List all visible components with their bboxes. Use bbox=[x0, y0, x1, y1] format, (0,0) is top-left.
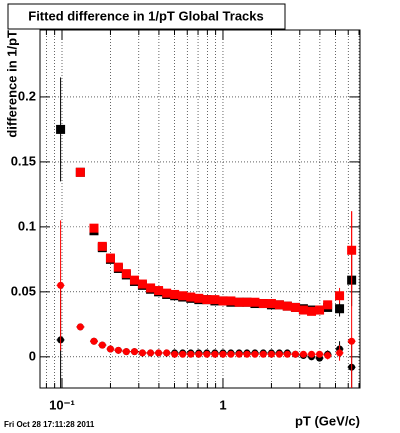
marker bbox=[179, 350, 187, 358]
marker bbox=[234, 297, 244, 307]
marker bbox=[335, 291, 345, 301]
title-box bbox=[7, 3, 286, 30]
marker bbox=[89, 223, 99, 233]
marker bbox=[75, 167, 85, 177]
marker bbox=[171, 350, 179, 358]
marker bbox=[186, 292, 196, 302]
marker bbox=[195, 350, 203, 358]
y-tick-label: 0.2 bbox=[18, 88, 36, 103]
plot-frame bbox=[39, 29, 361, 389]
x-tick-label: 1 bbox=[219, 397, 226, 412]
marker bbox=[219, 350, 227, 358]
marker bbox=[259, 350, 267, 358]
marker bbox=[250, 297, 260, 307]
marker bbox=[218, 296, 228, 306]
marker bbox=[282, 301, 292, 311]
marker bbox=[316, 350, 324, 358]
marker bbox=[226, 296, 236, 306]
marker bbox=[283, 350, 291, 358]
marker bbox=[154, 286, 164, 296]
marker bbox=[348, 337, 356, 345]
marker bbox=[97, 241, 107, 251]
marker bbox=[76, 323, 84, 331]
marker bbox=[202, 295, 212, 305]
marker bbox=[290, 302, 300, 312]
marker bbox=[163, 349, 171, 357]
marker bbox=[308, 350, 316, 358]
y-tick-label: 0.15 bbox=[11, 153, 36, 168]
marker bbox=[266, 299, 276, 309]
marker bbox=[138, 349, 146, 357]
marker bbox=[243, 350, 251, 358]
marker bbox=[122, 348, 130, 356]
marker bbox=[324, 352, 332, 360]
marker bbox=[251, 350, 259, 358]
marker bbox=[121, 269, 131, 279]
marker bbox=[147, 349, 155, 357]
marker bbox=[274, 300, 284, 310]
marker bbox=[90, 337, 98, 345]
y-axis-label: difference in 1/pT bbox=[4, 30, 19, 138]
marker bbox=[130, 348, 138, 356]
marker bbox=[227, 350, 235, 358]
marker bbox=[56, 124, 66, 134]
marker bbox=[335, 304, 345, 314]
x-tick-label: 10⁻¹ bbox=[49, 397, 75, 412]
marker bbox=[235, 350, 243, 358]
marker bbox=[315, 305, 325, 315]
marker bbox=[178, 291, 188, 301]
marker bbox=[211, 350, 219, 358]
y-tick-label: 0.05 bbox=[11, 283, 36, 298]
marker bbox=[146, 283, 156, 293]
marker bbox=[113, 262, 123, 272]
y-tick-label: 0.1 bbox=[18, 218, 36, 233]
marker bbox=[57, 281, 65, 289]
marker bbox=[291, 350, 299, 358]
timestamp: Fri Oct 28 17:11:28 2011 bbox=[4, 420, 95, 429]
chart-title: Fitted difference in 1/pT Global Tracks bbox=[28, 8, 264, 23]
x-axis-label: pT (GeV/c) bbox=[295, 413, 360, 428]
marker bbox=[336, 349, 344, 357]
marker bbox=[203, 350, 211, 358]
marker bbox=[155, 349, 163, 357]
marker bbox=[267, 350, 275, 358]
marker bbox=[210, 295, 220, 305]
marker bbox=[298, 305, 308, 315]
marker bbox=[194, 293, 204, 303]
marker bbox=[258, 299, 268, 309]
marker bbox=[170, 289, 180, 299]
marker bbox=[307, 306, 317, 316]
marker bbox=[105, 253, 115, 263]
marker bbox=[129, 275, 139, 285]
marker bbox=[187, 350, 195, 358]
marker bbox=[323, 300, 333, 310]
marker bbox=[106, 345, 114, 353]
marker bbox=[137, 279, 147, 289]
y-tick-label: 0 bbox=[29, 348, 36, 363]
marker bbox=[98, 341, 106, 349]
marker bbox=[299, 350, 307, 358]
marker bbox=[114, 346, 122, 354]
marker bbox=[162, 288, 172, 298]
marker bbox=[275, 350, 283, 358]
marker bbox=[242, 297, 252, 307]
